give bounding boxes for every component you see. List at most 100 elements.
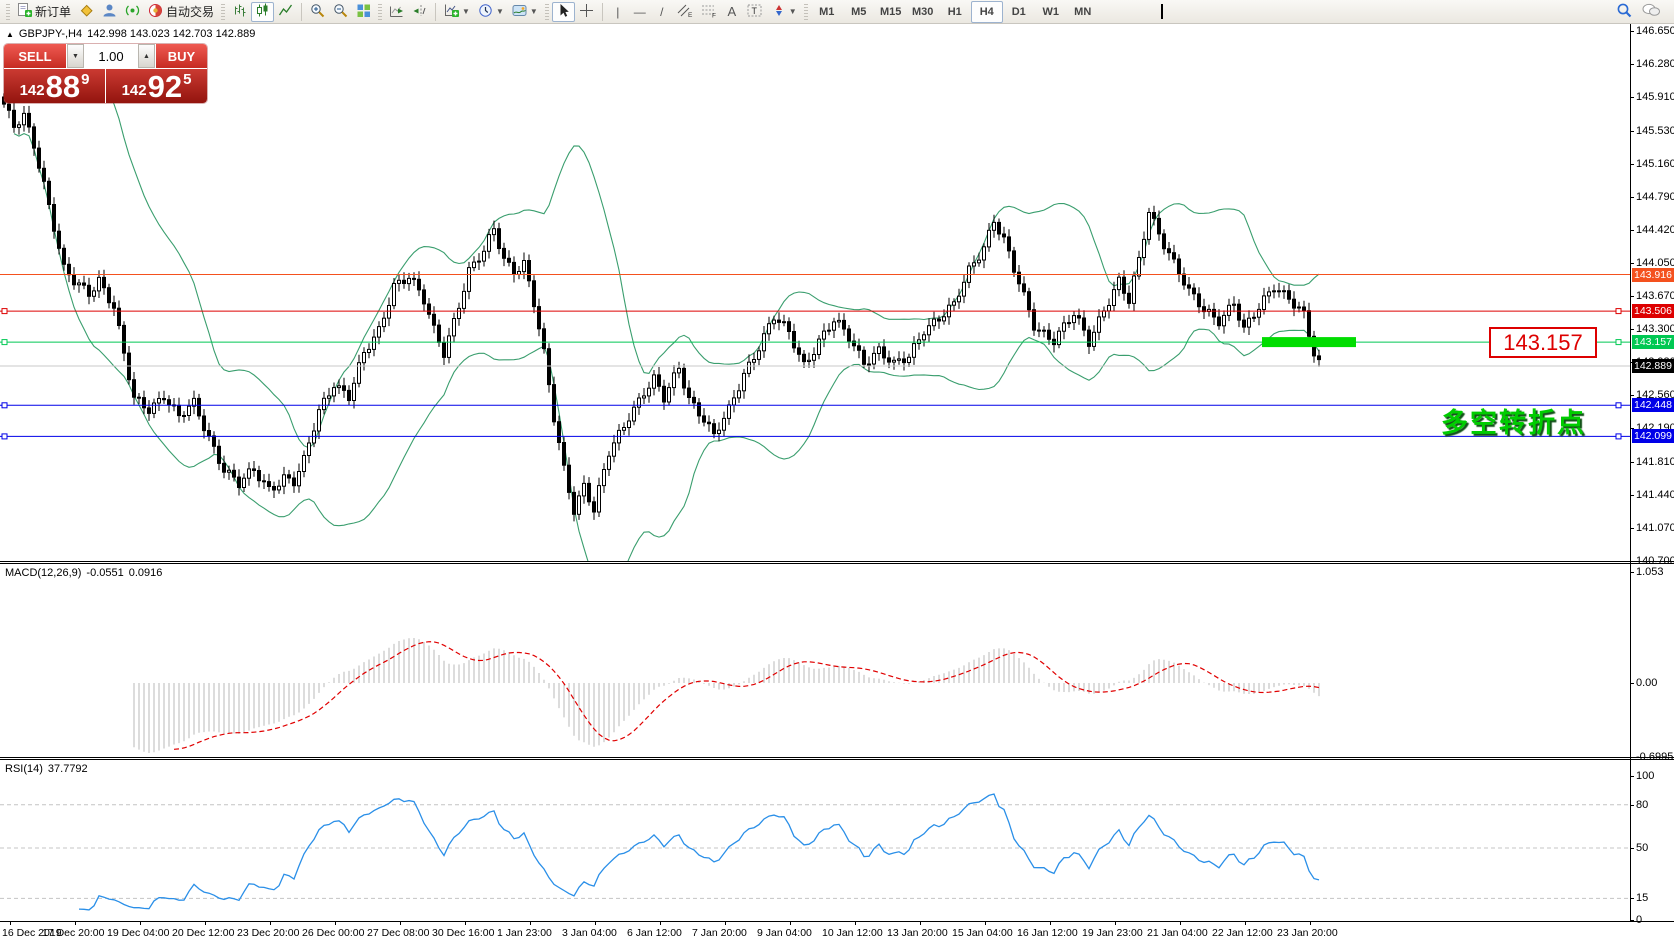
auto-scroll-icon [389, 3, 404, 21]
price-tick-label: 141.440 [1636, 489, 1674, 501]
toolbar-grip[interactable] [378, 3, 383, 20]
buy-price-button[interactable]: 142 92 5 [106, 69, 207, 103]
cursor-arrow-icon [556, 3, 571, 21]
new-order-button[interactable]: 新订单 [13, 2, 75, 22]
time-tick [10, 922, 11, 925]
toolbar-grip[interactable] [221, 3, 226, 20]
bar-chart-button[interactable] [228, 2, 251, 22]
price-tick [1631, 131, 1634, 132]
time-tick [790, 922, 791, 925]
channel-icon: E [677, 3, 693, 21]
text-icon: A [727, 4, 737, 19]
dropdown-arrow-icon: ▼ [495, 7, 504, 16]
timeframe-button-H4[interactable]: H4 [970, 0, 1003, 23]
price-tick-label: 141.810 [1636, 456, 1674, 468]
fibonacci-tool-button[interactable]: F [697, 2, 721, 22]
time-tick-label: 20 Dec 12:00 [172, 927, 235, 939]
cursor-button[interactable] [551, 1, 575, 22]
search-button[interactable] [1612, 2, 1637, 22]
buy-button[interactable]: BUY [156, 44, 207, 68]
text-label-tool-button[interactable]: T [743, 2, 767, 22]
price-marker-label: 142.889 [1632, 359, 1674, 373]
price-tick-label: 144.790 [1636, 191, 1674, 203]
svg-text:E: E [688, 12, 693, 18]
main-chart-canvas[interactable] [0, 24, 1630, 561]
templates-button[interactable]: ▼ [508, 2, 542, 22]
price-tick [1631, 64, 1634, 65]
price-annotation-box[interactable]: 143.157 [1489, 327, 1597, 358]
rsi-pane-canvas[interactable] [0, 760, 1630, 921]
symbol-period-label: GBPJPY-,H4 [18, 28, 83, 40]
time-tick-label: 3 Jan 04:00 [562, 927, 617, 939]
volume-input[interactable] [85, 47, 137, 65]
rsi-name: RSI(14) [5, 763, 43, 775]
channel-tool-button[interactable]: E [673, 2, 697, 22]
tile-windows-icon [356, 3, 371, 21]
time-tick-label: 30 Dec 16:00 [432, 927, 495, 939]
signals-button[interactable] [121, 2, 144, 22]
horizontal-line-tool-button[interactable]: — [629, 2, 651, 22]
timeframe-button-M5[interactable]: M5 [851, 5, 867, 18]
volume-decrease-button[interactable]: ▼ [67, 44, 84, 68]
line-chart-button[interactable] [274, 2, 297, 22]
timeframe-button-MN[interactable]: MN [1074, 5, 1092, 18]
macd-tick [1631, 572, 1634, 573]
toolbar-caret [1160, 4, 1163, 19]
timeframe-button-W1[interactable]: W1 [1042, 5, 1059, 18]
cn-annotation-text[interactable]: 多空转折点 [1441, 408, 1586, 438]
timeframe-button-M1[interactable]: M1 [819, 5, 835, 18]
time-tick-label: 22 Jan 12:00 [1212, 927, 1273, 939]
new-chart-button[interactable]: ▼ [440, 2, 474, 22]
auto-scroll-button[interactable] [385, 2, 408, 22]
crosshair-button[interactable] [575, 2, 598, 22]
autotrading-button[interactable]: 自动交易 [144, 2, 218, 22]
timeframe-button-M15[interactable]: M15 [880, 5, 902, 18]
sell-price-button[interactable]: 142 88 9 [4, 69, 105, 103]
rsi-tick [1631, 898, 1634, 899]
macd-pane-canvas[interactable] [0, 564, 1630, 757]
time-tick [465, 922, 466, 925]
sell-price-prefix: 142 [19, 82, 45, 99]
price-axis[interactable]: 146.650 146.280 145.910 145.530 145.160 144.7… [1631, 24, 1674, 926]
timeframe-button-M30[interactable]: M30 [912, 5, 934, 18]
chart-shift-button[interactable] [408, 2, 431, 22]
arrows-icon [771, 3, 786, 21]
time-tick-label: 9 Jan 04:00 [757, 927, 812, 939]
macd-tick [1631, 757, 1634, 758]
price-tick-label: 144.420 [1636, 224, 1674, 236]
toolbar-grip[interactable] [6, 3, 10, 20]
time-axis[interactable]: 16 Dec 2019 17 Dec 20:00 19 Dec 04:00 20 De… [0, 922, 1674, 948]
text-tool-button[interactable]: A [721, 2, 743, 22]
profile-button[interactable] [98, 2, 121, 22]
trendline-tool-button[interactable]: / [651, 2, 673, 22]
crosshair-icon [579, 3, 594, 21]
pane-separator[interactable] [0, 757, 1674, 760]
timeframe-button-H1[interactable]: H1 [947, 5, 962, 18]
price-tick [1631, 329, 1634, 330]
volume-increase-button[interactable]: ▲ [138, 44, 155, 68]
timeframe-button-D1[interactable]: D1 [1011, 5, 1026, 18]
toolbar-grip[interactable] [544, 3, 549, 20]
time-tick [270, 922, 271, 925]
sell-button[interactable]: SELL [4, 44, 66, 68]
arrows-tool-button[interactable]: ▼ [767, 2, 801, 22]
pane-separator[interactable] [0, 561, 1674, 564]
candlestick-chart-button[interactable] [251, 1, 275, 22]
macd-name: MACD(12,26,9) [5, 567, 82, 579]
collapse-arrow-icon[interactable]: ▲ [6, 29, 14, 39]
time-tick [400, 922, 401, 925]
chat-button[interactable] [1637, 2, 1665, 22]
zoom-in-button[interactable] [306, 2, 329, 22]
chart-window: ▲ GBPJPY-,H4 142.998 143.023 142.703 142… [0, 24, 1674, 948]
tile-windows-button[interactable] [352, 2, 375, 22]
market-watch-button[interactable] [75, 2, 98, 22]
price-tick-label: 140.700 [1636, 555, 1674, 567]
person-icon [102, 3, 117, 21]
vertical-line-tool-button[interactable]: | [607, 2, 629, 22]
periods-button[interactable]: ▼ [474, 2, 508, 22]
zoom-out-button[interactable] [329, 2, 352, 22]
price-tick [1631, 528, 1634, 529]
toolbar-grip[interactable] [803, 3, 808, 20]
price-tick [1631, 230, 1634, 231]
price-marker-label: 143.506 [1632, 304, 1674, 318]
